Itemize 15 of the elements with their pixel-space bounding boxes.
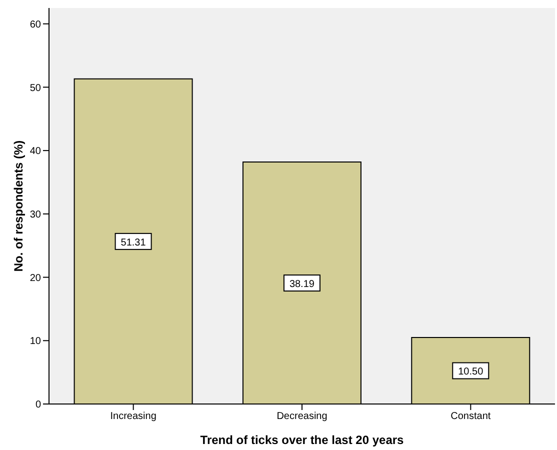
data-label: 38.19 (289, 279, 315, 290)
x-tick-label: Constant (450, 411, 491, 422)
y-tick-label: 40 (30, 146, 42, 158)
y-tick-label: 10 (30, 336, 42, 348)
data-label: 51.31 (120, 237, 146, 248)
x-axis-title: Trend of ticks over the last 20 years (200, 433, 404, 447)
y-tick-label: 50 (30, 82, 42, 94)
y-tick-label: 60 (30, 19, 42, 30)
y-tick-label: 30 (30, 209, 42, 220)
data-label: 10.50 (458, 366, 484, 378)
x-tick-label: Increasing (110, 411, 156, 422)
x-tick-label: Decreasing (276, 411, 328, 422)
y-tick-label: 20 (30, 272, 42, 284)
y-tick-label: 0 (35, 400, 42, 411)
y-axis-title: No. of respondents (%) (11, 140, 26, 272)
